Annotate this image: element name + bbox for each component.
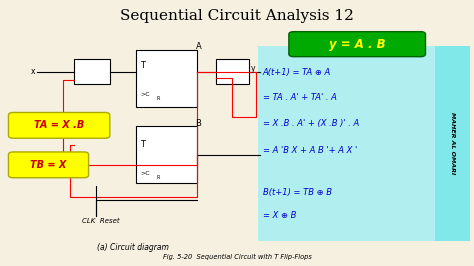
FancyBboxPatch shape	[289, 32, 426, 57]
Text: = X .B . A' + (X .B )' . A: = X .B . A' + (X .B )' . A	[263, 119, 359, 128]
Bar	[216, 59, 249, 84]
Text: = X ⊕ B: = X ⊕ B	[263, 211, 296, 221]
Text: = A 'B X + A B '+ A X ': = A 'B X + A B '+ A X '	[263, 146, 357, 155]
Text: MAHER AL OMARI: MAHER AL OMARI	[450, 112, 456, 175]
Text: CLK  Reset: CLK Reset	[82, 218, 119, 224]
Text: TB = X: TB = X	[30, 160, 67, 170]
Bar	[136, 126, 197, 183]
Text: R: R	[157, 96, 160, 101]
Text: R: R	[157, 175, 160, 180]
Bar	[258, 46, 435, 241]
Text: y: y	[251, 64, 256, 73]
Text: >C: >C	[140, 92, 150, 97]
Text: = TA . A' + TA' . A: = TA . A' + TA' . A	[263, 93, 337, 102]
Text: y = A . B: y = A . B	[329, 38, 385, 51]
Text: (a) Circuit diagram: (a) Circuit diagram	[97, 243, 169, 252]
Text: A: A	[195, 42, 201, 51]
Bar	[74, 59, 110, 84]
Text: B(t+1) = TB ⊕ B: B(t+1) = TB ⊕ B	[263, 188, 332, 197]
Text: Fig. 5-20  Sequential Circuit with T Flip-Flops: Fig. 5-20 Sequential Circuit with T Flip…	[163, 254, 311, 260]
Text: T: T	[140, 61, 146, 70]
Text: Sequential Circuit Analysis 12: Sequential Circuit Analysis 12	[120, 9, 354, 23]
FancyBboxPatch shape	[9, 152, 89, 178]
Text: x: x	[31, 67, 36, 76]
Bar	[435, 46, 470, 241]
Text: B: B	[195, 119, 201, 128]
Text: >C: >C	[140, 171, 150, 176]
FancyBboxPatch shape	[9, 113, 110, 138]
Text: T: T	[140, 140, 146, 149]
Text: TA = X .B: TA = X .B	[34, 120, 84, 130]
Text: A(t+1) = TA ⊕ A: A(t+1) = TA ⊕ A	[263, 68, 331, 77]
Bar	[136, 50, 197, 107]
